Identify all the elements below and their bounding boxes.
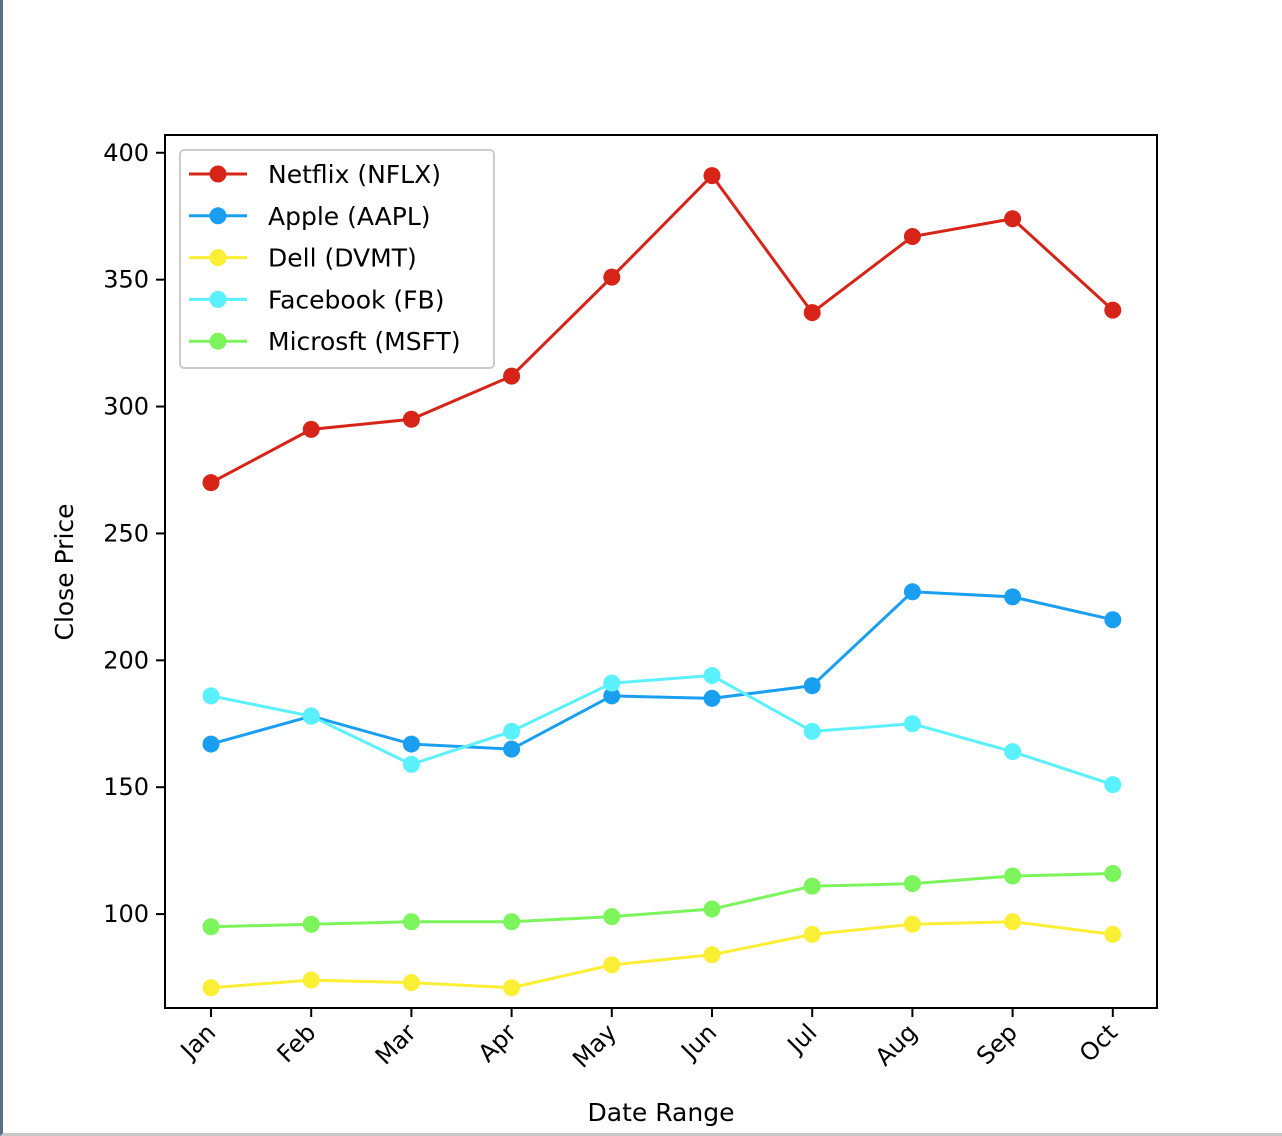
data-point (1104, 301, 1122, 319)
data-point (903, 875, 921, 893)
data-point (302, 707, 320, 725)
data-point (1004, 867, 1022, 885)
legend-label: Facebook (FB) (268, 285, 444, 314)
data-point (703, 900, 721, 918)
legend-marker (209, 165, 227, 183)
data-point (503, 367, 521, 385)
data-point (503, 979, 521, 997)
data-point (202, 979, 220, 997)
legend-box (179, 149, 495, 369)
data-point (302, 420, 320, 438)
legend-marker (209, 332, 227, 350)
data-point (402, 755, 420, 773)
data-point (703, 667, 721, 685)
x-tick-label: Apr (473, 1018, 522, 1067)
data-point (703, 946, 721, 964)
series-line (210, 871, 1113, 929)
y-tick-label: 300 (103, 393, 149, 421)
data-point (1004, 588, 1022, 606)
x-tick-label: May (567, 1018, 622, 1073)
data-point (903, 228, 921, 246)
data-point (402, 410, 420, 428)
data-point (1004, 210, 1022, 228)
x-tick-label: Aug (870, 1018, 923, 1071)
data-point (202, 474, 220, 492)
y-axis-title: Close Price (50, 503, 79, 640)
series-line (210, 590, 1114, 751)
y-tick-label: 150 (103, 773, 149, 801)
data-point (703, 167, 721, 185)
data-point (803, 304, 821, 322)
data-point (803, 877, 821, 895)
x-tick-label: Oct (1074, 1018, 1123, 1067)
data-point (1004, 743, 1022, 761)
data-point (603, 687, 621, 705)
data-point (803, 925, 821, 943)
legend-marker (209, 290, 227, 308)
legend-label: Dell (DVMT) (268, 244, 417, 273)
x-tick-label: Jul (781, 1018, 823, 1060)
data-point (603, 956, 621, 974)
data-point (603, 674, 621, 692)
data-point (302, 971, 320, 989)
x-axis-title: Date Range (588, 1098, 735, 1127)
y-tick-label: 250 (103, 519, 149, 547)
data-point (202, 735, 220, 753)
data-point (1104, 611, 1122, 629)
x-tick-label: Mar (370, 1018, 422, 1070)
plot-area-frame (164, 134, 1158, 1009)
legend: Netflix (NFLX) Apple (AAPL) Dell (DVMT) Fac… (179, 149, 495, 369)
legend-label: Microsft (MSFT) (268, 327, 461, 356)
data-point (202, 687, 220, 705)
data-point (503, 913, 521, 931)
legend-marker (209, 249, 227, 267)
series-line (210, 920, 1113, 990)
series-line (210, 674, 1114, 787)
series-line (210, 173, 1114, 485)
x-tick-label: Jan (174, 1018, 221, 1065)
y-tick-label: 400 (103, 139, 149, 167)
data-point (302, 915, 320, 933)
data-point (1104, 925, 1122, 943)
data-point (402, 735, 420, 753)
x-tick-label: Feb (272, 1018, 322, 1068)
y-tick-label: 200 (103, 646, 149, 674)
legend-marker (209, 207, 227, 225)
data-point (503, 722, 521, 740)
y-axis: 100 150 200 250 300 350 400 (103, 139, 165, 928)
data-point (903, 915, 921, 933)
legend-label: Apple (AAPL) (268, 202, 431, 231)
x-tick-label: Sep (971, 1018, 1023, 1070)
y-tick-label: 100 (103, 900, 149, 928)
data-point (803, 677, 821, 695)
line-chart: 100 150 200 250 300 350 400 Jan Feb Mar Apr May Jun… (50, 134, 1158, 1127)
data-point (402, 913, 420, 931)
y-tick-label: 350 (103, 266, 149, 294)
data-point (903, 715, 921, 733)
x-axis: Jan Feb Mar Apr May Jun Jul Aug Sep Oct (174, 1008, 1123, 1073)
data-point (803, 722, 821, 740)
data-point (402, 974, 420, 992)
data-point (503, 740, 521, 758)
data-point (1004, 913, 1022, 931)
data-point (703, 689, 721, 707)
data-point (903, 583, 921, 601)
x-tick-label: Jun (675, 1018, 723, 1066)
data-point (1104, 864, 1122, 882)
data-point (603, 908, 621, 926)
data-point (202, 918, 220, 936)
data-point (603, 268, 621, 286)
data-point (1104, 776, 1122, 794)
legend-label: Netflix (NFLX) (268, 160, 441, 189)
series-layer (202, 167, 1122, 997)
